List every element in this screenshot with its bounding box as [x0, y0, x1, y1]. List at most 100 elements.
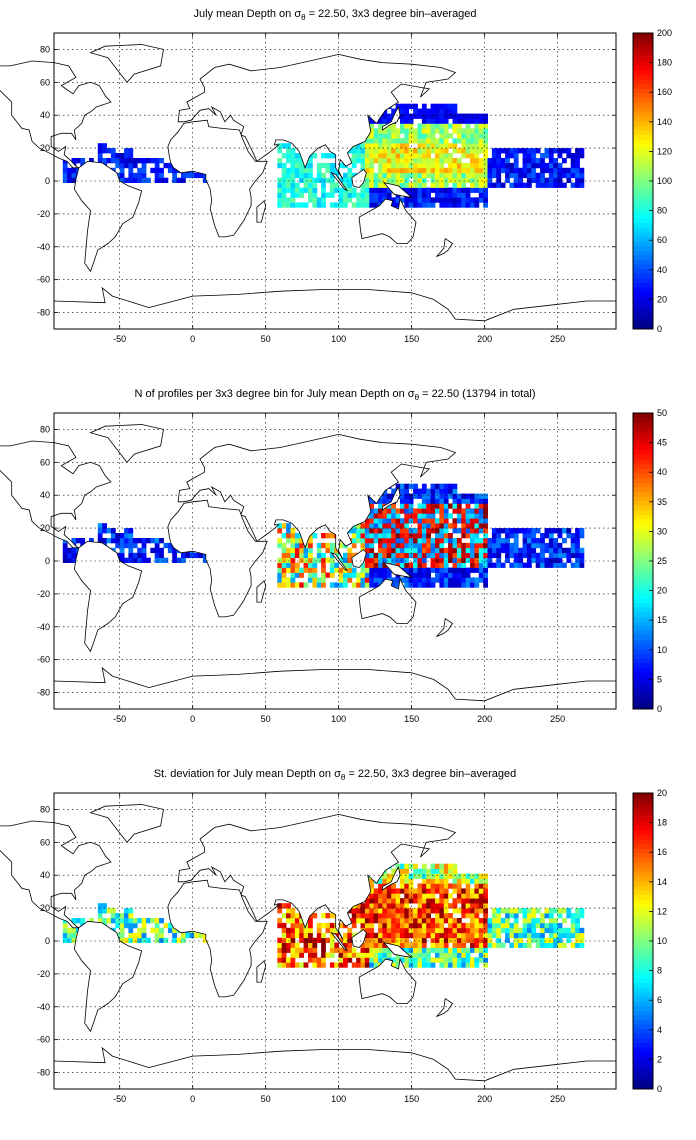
bin-cell — [378, 942, 383, 948]
bin-cell — [439, 567, 445, 573]
bin-cell — [281, 913, 287, 919]
bin-cell — [373, 148, 379, 154]
bin-cell — [395, 528, 401, 534]
bin-cell — [364, 533, 370, 539]
bin-cell — [478, 873, 484, 879]
bin-cell — [448, 937, 453, 943]
bin-cell — [373, 182, 379, 188]
bin-cell — [62, 162, 68, 169]
bin-cell — [364, 957, 370, 963]
bin-cell — [540, 913, 545, 919]
bin-cell — [439, 927, 445, 934]
bin-cell — [369, 153, 375, 159]
bin-cell — [487, 162, 493, 169]
bin-cell — [373, 518, 379, 524]
bin-cell — [435, 952, 440, 958]
bin-cell — [395, 538, 401, 544]
bin-cell — [325, 937, 331, 943]
bin-cell — [474, 202, 480, 208]
bin-cell — [395, 523, 401, 529]
bin-cell — [435, 128, 440, 134]
bin-cell — [351, 162, 357, 169]
bin-cell — [413, 513, 418, 519]
bin-cell — [478, 893, 484, 899]
colorbar-step — [633, 282, 653, 288]
bin-cell — [386, 113, 392, 119]
bin-cell — [395, 863, 401, 869]
bin-cell — [443, 128, 449, 134]
bin-cell — [575, 158, 580, 164]
bin-cell — [400, 172, 405, 179]
bin-cell — [465, 567, 471, 573]
bin-cell — [557, 552, 563, 559]
colorbar-step — [633, 167, 653, 173]
bin-cell — [404, 868, 410, 874]
bin-cell — [408, 863, 414, 869]
bin-cell — [531, 538, 537, 544]
bin-cell — [439, 113, 445, 119]
bin-cell — [435, 158, 440, 164]
bin-cell — [395, 918, 401, 924]
bin-cell — [141, 937, 147, 943]
bin-cell — [509, 148, 515, 154]
bin-cell — [452, 962, 458, 968]
bin-cell — [474, 528, 480, 534]
bin-cell — [391, 888, 396, 894]
bin-cell — [474, 148, 480, 154]
bin-cell — [439, 957, 445, 963]
bin-cell — [338, 937, 344, 943]
bin-cell — [483, 162, 488, 169]
colorbar-step — [633, 1019, 653, 1025]
bin-cell — [154, 162, 160, 169]
bin-cell — [461, 508, 467, 514]
bin-cell — [478, 947, 484, 953]
bin-cell — [356, 952, 361, 958]
bin-cell — [400, 918, 405, 924]
bin-cell — [456, 957, 462, 963]
colorbar-step — [633, 667, 653, 673]
bin-cell — [404, 143, 410, 149]
colorbar-step — [633, 245, 653, 251]
bin-cell — [553, 547, 558, 554]
bin-cell — [435, 567, 440, 573]
bin-cell — [421, 913, 427, 919]
bin-cell — [566, 528, 572, 534]
bin-cell — [540, 162, 545, 169]
bin-cell — [71, 927, 77, 934]
bin-cell — [452, 863, 458, 869]
bin-cell — [579, 913, 585, 919]
bin-cell — [373, 942, 379, 948]
bin-cell — [443, 863, 449, 869]
bin-cell — [395, 518, 401, 524]
bin-cell — [500, 942, 506, 948]
colorbar-step — [633, 524, 653, 529]
bin-cell — [496, 177, 502, 183]
bin-cell — [290, 562, 296, 568]
bin-cell — [400, 908, 405, 914]
bin-cell — [343, 552, 348, 559]
bin-cell — [513, 533, 519, 539]
bin-cell — [391, 138, 396, 144]
colorbar-step — [633, 880, 653, 886]
bin-cell — [443, 523, 449, 529]
bin-cell — [448, 108, 453, 114]
bin-cell — [452, 888, 458, 894]
coastline — [73, 540, 143, 653]
bin-cell — [500, 528, 506, 534]
colorbar-step — [633, 125, 653, 131]
y-tick-label: -40 — [37, 1002, 50, 1012]
colorbar-step — [633, 144, 653, 149]
bin-cell — [286, 533, 291, 539]
bin-cell — [548, 148, 554, 154]
bin-cell — [575, 177, 580, 183]
bin-cell — [378, 908, 383, 914]
bin-cell — [400, 162, 405, 169]
colorbar-step — [633, 574, 653, 580]
bin-cell — [391, 523, 396, 529]
bin-cell — [386, 508, 392, 514]
bin-cell — [400, 167, 405, 174]
bin-cell — [137, 918, 142, 924]
bin-cell — [312, 947, 318, 953]
bin-cell — [378, 192, 383, 198]
bin-cell — [356, 523, 361, 529]
